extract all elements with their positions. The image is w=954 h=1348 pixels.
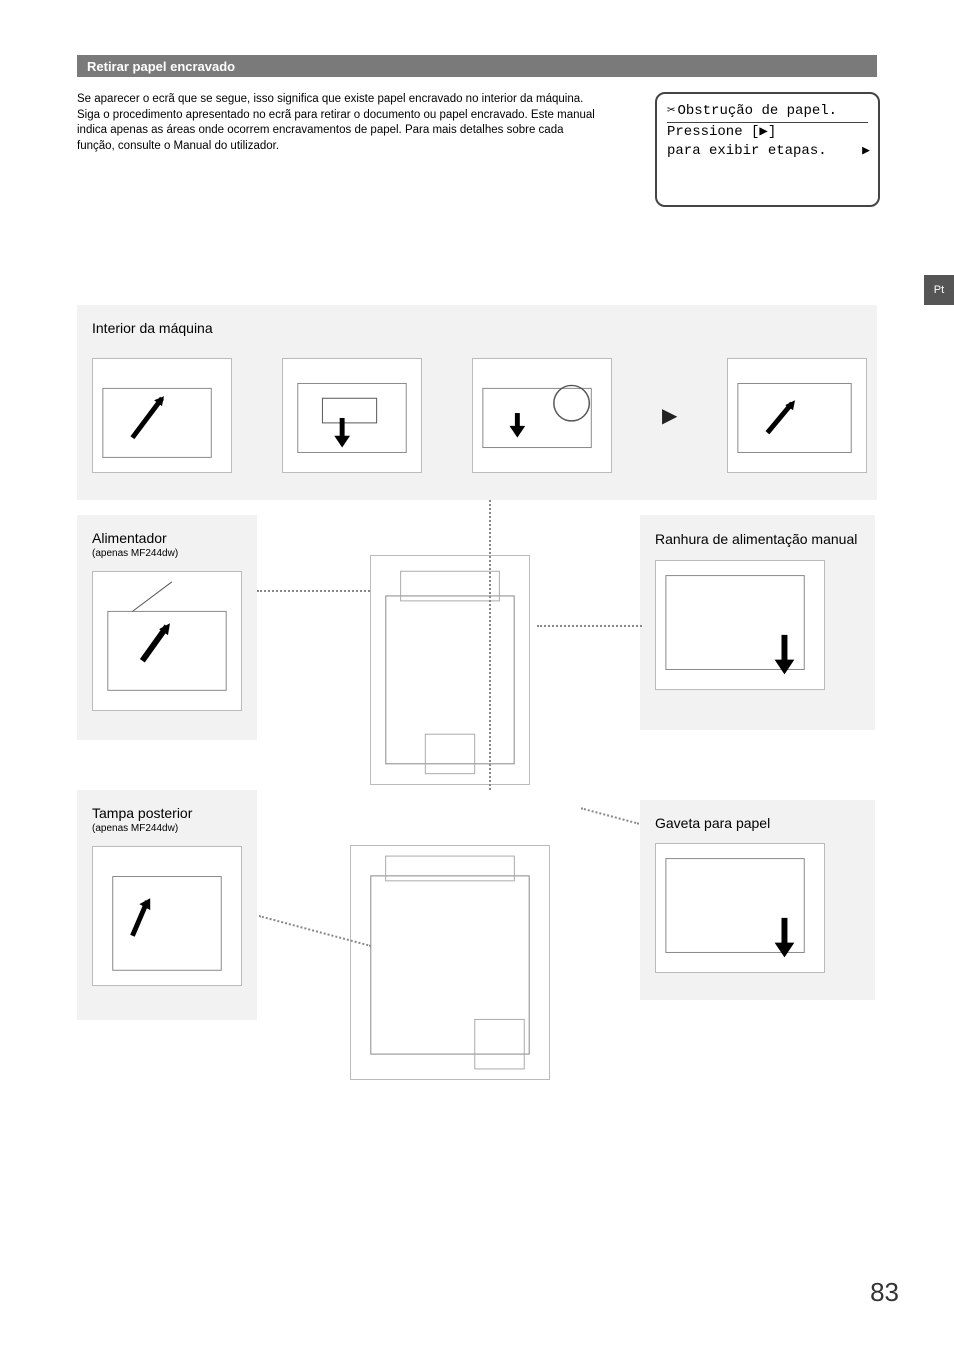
header-title: Retirar papel encravado	[87, 59, 235, 74]
center-printer-bottom-image	[350, 845, 550, 1080]
language-tab: Pt	[924, 275, 954, 305]
interior-step-2-image	[282, 358, 422, 473]
intro-paragraph: Se aparecer o ecrã que se segue, isso si…	[77, 92, 597, 154]
dotted-connector-vertical	[489, 500, 491, 790]
section-interior: Interior da máquina ▶	[77, 305, 877, 500]
interior-step-4-image	[727, 358, 867, 473]
interior-step-1-image	[92, 358, 232, 473]
feeder-title: Alimentador	[92, 530, 242, 546]
display-line-3: para exibir etapas.	[667, 142, 868, 161]
page-number: 83	[870, 1277, 899, 1308]
rear-title: Tampa posterior	[92, 805, 242, 821]
display-line-1: ✂ Obstrução de papel.	[667, 102, 868, 123]
section-rear: Tampa posterior (apenas MF244dw)	[77, 790, 257, 1020]
slot-title: Ranhura de alimentação manual	[655, 530, 860, 548]
dotted-connector-tray	[581, 807, 639, 824]
feeder-image	[92, 571, 242, 711]
arrow-right-icon: ▶	[862, 142, 870, 160]
display-line-2: Pressione [▶]	[667, 123, 868, 142]
rear-subtitle: (apenas MF244dw)	[92, 823, 242, 834]
interior-title: Interior da máquina	[92, 320, 213, 336]
center-printer-top-image	[370, 555, 530, 785]
arrow-right-icon: ▶	[662, 403, 677, 428]
paper-jam-icon: ✂	[667, 102, 675, 121]
tray-image	[655, 843, 860, 973]
interior-images-row: ▶	[92, 345, 862, 485]
rear-image	[92, 846, 242, 986]
tray-title: Gaveta para papel	[655, 815, 860, 831]
section-header-bar: Retirar papel encravado	[77, 55, 877, 77]
section-feeder: Alimentador (apenas MF244dw)	[77, 515, 257, 740]
dotted-connector-slot	[537, 625, 642, 627]
feeder-subtitle: (apenas MF244dw)	[92, 548, 242, 559]
interior-step-3-image	[472, 358, 612, 473]
display-line1-text: Obstrução de papel.	[677, 102, 837, 121]
slot-image	[655, 560, 860, 690]
dotted-connector-feeder	[257, 590, 370, 592]
section-tray: Gaveta para papel	[640, 800, 875, 1000]
section-slot: Ranhura de alimentação manual	[640, 515, 875, 730]
lcd-display: ✂ Obstrução de papel. Pressione [▶] para…	[655, 92, 880, 207]
